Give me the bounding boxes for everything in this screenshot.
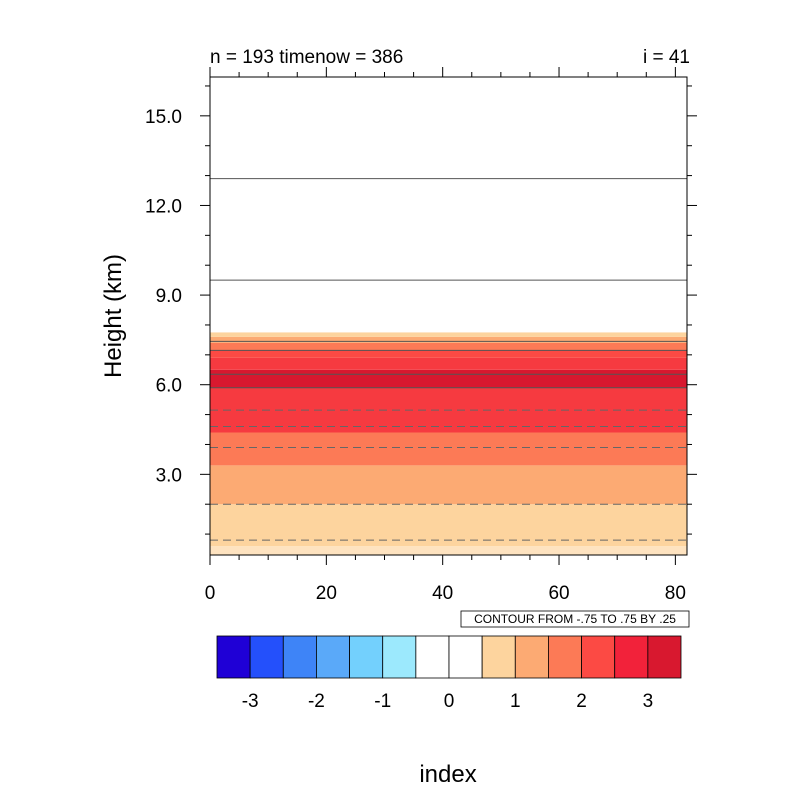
colorbar-swatch bbox=[349, 635, 384, 679]
colorbar-label: 2 bbox=[576, 691, 587, 712]
colorbar-swatch bbox=[548, 635, 582, 679]
colorbar-swatch bbox=[614, 635, 649, 679]
colorbar-label: -2 bbox=[308, 691, 325, 712]
colorbar-swatch bbox=[382, 635, 417, 679]
y-tick-label: 12.0 bbox=[145, 196, 182, 217]
color-band bbox=[210, 504, 687, 547]
color-band bbox=[210, 342, 687, 351]
colorbar-swatch bbox=[316, 635, 350, 679]
color-band bbox=[210, 369, 687, 388]
colorbar bbox=[216, 635, 682, 679]
plot-frame bbox=[209, 76, 688, 556]
y-tick-label: 6.0 bbox=[156, 376, 182, 397]
colorbar-swatch bbox=[647, 635, 682, 679]
colorbar-swatch bbox=[581, 635, 616, 679]
colorbar-swatch bbox=[282, 635, 317, 679]
color-bands bbox=[210, 332, 687, 555]
colorbar-swatch bbox=[514, 635, 549, 679]
color-band bbox=[210, 357, 687, 370]
x-tick-labels: 0 20 40 60 80 bbox=[205, 583, 686, 604]
y-tick-label: 15.0 bbox=[145, 107, 182, 128]
x-tick-label: 40 bbox=[432, 583, 453, 604]
x-tick-label: 0 bbox=[205, 583, 216, 604]
y-tick-label: 3.0 bbox=[156, 465, 182, 486]
x-tick-label: 60 bbox=[548, 583, 569, 604]
y-axis-label: Height (km) bbox=[100, 254, 127, 378]
colorbar-swatch bbox=[249, 635, 284, 679]
y-tick-label: 9.0 bbox=[156, 286, 182, 307]
axis-ticks bbox=[200, 67, 697, 565]
colorbar-labels: -3 -2 -1 0 1 2 3 bbox=[242, 691, 653, 712]
contour-info-box bbox=[460, 610, 690, 628]
colorbar-swatch bbox=[481, 635, 516, 679]
colorbar-label: 1 bbox=[510, 691, 521, 712]
chart-title-right: i = 41 bbox=[643, 47, 690, 68]
x-axis-label: index bbox=[419, 761, 476, 788]
color-band bbox=[210, 432, 687, 466]
color-band bbox=[210, 350, 687, 358]
colorbar-label: 3 bbox=[643, 691, 654, 712]
x-tick-label: 20 bbox=[316, 583, 337, 604]
color-band bbox=[210, 336, 687, 343]
color-band bbox=[210, 332, 687, 337]
colorbar-swatch bbox=[415, 635, 450, 679]
color-band bbox=[210, 546, 687, 555]
contour-lines bbox=[210, 178, 687, 541]
colorbar-label: 0 bbox=[444, 691, 455, 712]
color-band bbox=[210, 465, 687, 505]
x-tick-label: 80 bbox=[665, 583, 686, 604]
colorbar-label: -3 bbox=[242, 691, 259, 712]
colorbar-swatch bbox=[216, 635, 251, 679]
contour-info-text: CONTOUR FROM -.75 TO .75 BY .25 bbox=[474, 612, 676, 626]
y-tick-labels: 3.0 6.0 9.0 12.0 15.0 bbox=[145, 107, 182, 486]
colorbar-label: -1 bbox=[374, 691, 391, 712]
colorbar-swatch bbox=[448, 635, 483, 679]
chart-title-left: n = 193 timenow = 386 bbox=[210, 47, 403, 68]
